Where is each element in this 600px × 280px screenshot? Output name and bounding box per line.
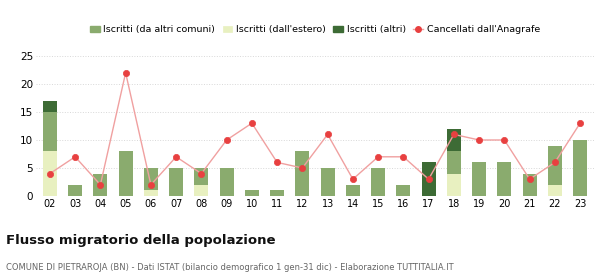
Bar — [144, 168, 158, 190]
Bar — [447, 151, 461, 174]
Bar — [497, 162, 511, 196]
Text: Flusso migratorio della popolazione: Flusso migratorio della popolazione — [6, 234, 275, 247]
Bar — [371, 168, 385, 196]
Bar — [194, 168, 208, 185]
Bar — [472, 162, 486, 196]
Bar — [119, 151, 133, 196]
Bar — [523, 174, 536, 196]
Bar — [573, 140, 587, 196]
Bar — [397, 185, 410, 196]
Bar — [220, 168, 233, 196]
Bar — [422, 162, 436, 196]
Bar — [43, 112, 57, 151]
Text: COMUNE DI PIETRAROJA (BN) - Dati ISTAT (bilancio demografico 1 gen-31 dic) - Ela: COMUNE DI PIETRAROJA (BN) - Dati ISTAT (… — [6, 263, 454, 272]
Bar — [270, 190, 284, 196]
Bar — [548, 185, 562, 196]
Bar — [94, 174, 107, 196]
Bar — [447, 174, 461, 196]
Bar — [320, 168, 335, 196]
Bar — [245, 190, 259, 196]
Bar — [68, 185, 82, 196]
Bar — [548, 146, 562, 185]
Bar — [43, 101, 57, 112]
Bar — [144, 190, 158, 196]
Legend: Iscritti (da altri comuni), Iscritti (dall'estero), Iscritti (altri), Cancellati: Iscritti (da altri comuni), Iscritti (da… — [86, 22, 544, 38]
Bar — [194, 185, 208, 196]
Bar — [295, 151, 310, 196]
Bar — [169, 168, 183, 196]
Bar — [43, 151, 57, 196]
Bar — [447, 129, 461, 151]
Bar — [346, 185, 360, 196]
